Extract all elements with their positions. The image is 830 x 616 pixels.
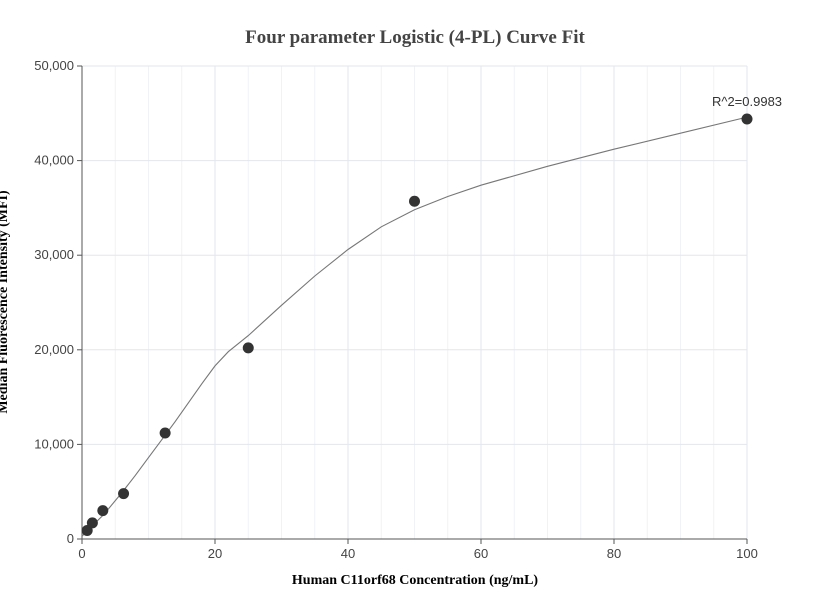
data-point [159,427,171,439]
x-axis-title: Human C11orf68 Concentration (ng/mL) [292,573,539,588]
x-tick-label: 40 [341,546,355,561]
y-tick-label: 50,000 [34,58,74,73]
data-point [86,517,98,529]
data-point [242,342,254,354]
axes [81,66,747,540]
y-axis-ticks: 0 10,000 20,000 30,000 40,000 50,000 [34,58,82,546]
y-tick-label: 40,000 [34,153,74,168]
x-tick-label: 80 [607,546,621,561]
x-tick-label: 20 [208,546,222,561]
r-squared-annotation: R^2=0.9983 [712,94,782,109]
y-tick-label: 10,000 [34,436,74,451]
y-tick-label: 0 [67,531,74,546]
data-point [409,195,420,207]
chart-title: Four parameter Logistic (4-PL) Curve Fit [245,27,585,48]
data-point [118,488,130,500]
data-points [81,113,753,536]
x-tick-label: 60 [474,546,488,561]
fit-curve [81,116,748,537]
x-tick-label: 100 [736,546,758,561]
grid [81,65,748,540]
data-point [741,113,753,125]
y-tick-label: 30,000 [34,247,74,262]
y-tick-label: 20,000 [34,342,74,357]
y-axis-title: Median Fluorescence Intensity (MFI) [0,190,11,414]
x-tick-label: 0 [78,546,85,561]
data-point [97,505,109,517]
x-axis-ticks: 0 20 40 60 80 100 [78,539,758,561]
